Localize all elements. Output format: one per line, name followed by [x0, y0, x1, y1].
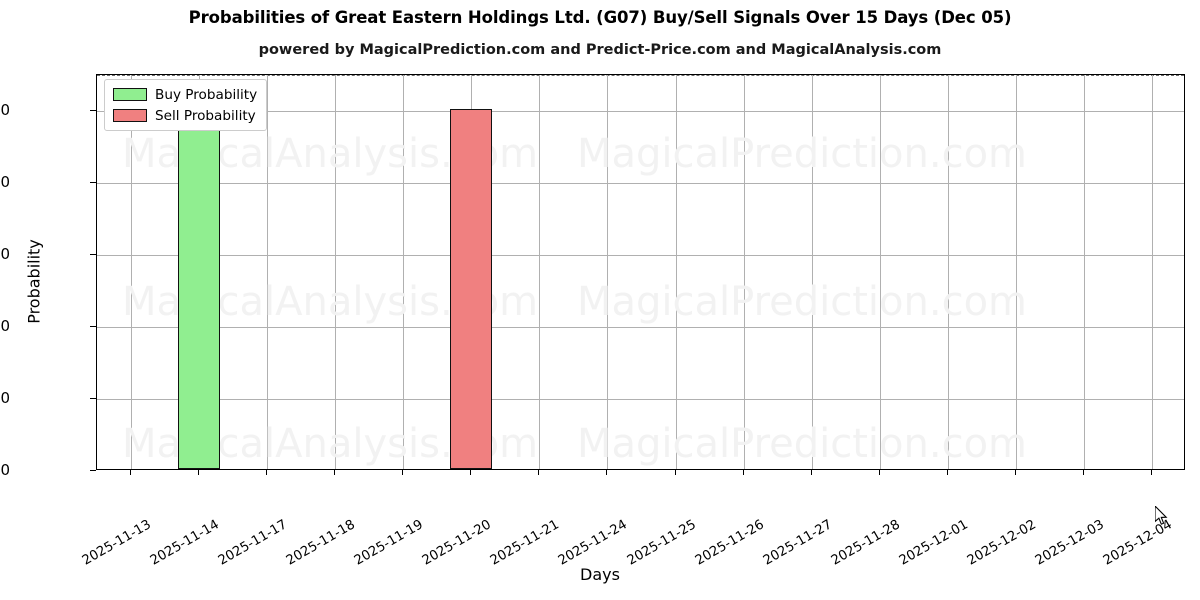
y-tick-mark [90, 398, 96, 399]
x-tick-label: 2025-12-01 [896, 517, 971, 569]
y-tick-label: 100 [0, 101, 10, 119]
x-tick-label: 2025-11-28 [828, 517, 903, 569]
x-tick-mark [743, 470, 744, 475]
chart-subtitle: powered by MagicalPrediction.com and Pre… [258, 42, 942, 58]
y-axis-label: Probability [24, 239, 44, 324]
x-tick-mark [470, 470, 471, 475]
x-tick-label: 2025-11-13 [79, 517, 154, 569]
gridline-vertical [1152, 75, 1153, 469]
y-tick-mark [90, 182, 96, 183]
y-tick-label: 60 [0, 245, 10, 263]
x-tick-mark [1151, 470, 1152, 475]
y-tick-label: 20 [0, 389, 10, 407]
gridline-vertical [539, 75, 540, 469]
y-tick-mark [90, 326, 96, 327]
gridline-vertical [403, 75, 404, 469]
x-axis-label: Days [580, 565, 620, 584]
y-tick-mark [90, 110, 96, 111]
y-tick-label: 40 [0, 317, 10, 335]
x-tick-mark [675, 470, 676, 475]
mouse-cursor-icon [1154, 504, 1169, 526]
plot-area: MagicalAnalysis.com MagicalPrediction.com… [96, 74, 1185, 470]
x-tick-label: 2025-11-25 [624, 517, 699, 569]
gridline-vertical [1016, 75, 1017, 469]
watermark-text: MagicalPrediction.com [577, 131, 1027, 177]
gridline-vertical [1084, 75, 1085, 469]
x-tick-mark [538, 470, 539, 475]
gridline-vertical [335, 75, 336, 469]
x-tick-label: 2025-11-21 [488, 517, 563, 569]
x-tick-label: 2025-11-19 [352, 517, 427, 569]
chart-title: Probabilities of Great Eastern Holdings … [188, 8, 1012, 27]
legend-swatch-icon [113, 109, 147, 122]
y-tick-label: 80 [0, 173, 10, 191]
x-tick-label: 2025-11-14 [147, 517, 222, 569]
gridline-vertical [812, 75, 813, 469]
x-tick-label: 2025-11-24 [556, 517, 631, 569]
legend-item-buy[interactable]: Buy Probability [113, 86, 257, 103]
x-tick-label: 2025-11-26 [692, 517, 767, 569]
legend-label: Buy Probability [155, 86, 258, 103]
legend-swatch-icon [113, 88, 147, 101]
legend-item-sell[interactable]: Sell Probability [113, 107, 257, 124]
x-tick-mark [402, 470, 403, 475]
gridline-horizontal [97, 399, 1184, 400]
gridline-vertical [744, 75, 745, 469]
x-tick-mark [130, 470, 131, 475]
gridline-horizontal [97, 111, 1184, 112]
x-tick-label: 2025-11-27 [760, 517, 835, 569]
gridline-vertical [880, 75, 881, 469]
x-tick-mark [1083, 470, 1084, 475]
y-tick-label: 0 [0, 461, 10, 479]
x-tick-mark [334, 470, 335, 475]
gridline-vertical [948, 75, 949, 469]
gridline-horizontal [97, 327, 1184, 328]
x-tick-mark [947, 470, 948, 475]
x-tick-label: 2025-11-17 [216, 517, 290, 569]
x-tick-label: 2025-12-02 [964, 517, 1039, 569]
x-tick-label: 2025-11-20 [420, 517, 495, 569]
x-tick-mark [606, 470, 607, 475]
bar-sell-2025-11-20 [450, 109, 493, 469]
x-tick-mark [266, 470, 267, 475]
chart-legend: Buy Probability Sell Probability [104, 79, 268, 131]
gridline-vertical [267, 75, 268, 469]
y-tick-mark [90, 254, 96, 255]
x-tick-mark [198, 470, 199, 475]
reference-line [97, 75, 1184, 76]
legend-label: Sell Probability [155, 107, 256, 124]
x-tick-label: 2025-12-03 [1032, 517, 1107, 569]
x-tick-mark [811, 470, 812, 475]
x-tick-label: 2025-11-18 [284, 517, 358, 569]
gridline-vertical [131, 75, 132, 469]
gridline-horizontal [97, 255, 1184, 256]
x-tick-mark [1015, 470, 1016, 475]
gridline-vertical [676, 75, 677, 469]
y-tick-mark [90, 470, 96, 471]
gridline-horizontal [97, 183, 1184, 184]
watermark-text: MagicalPrediction.com [577, 279, 1027, 325]
x-tick-mark [879, 470, 880, 475]
watermark-text: MagicalPrediction.com [577, 421, 1027, 467]
bar-buy-2025-11-14 [177, 109, 221, 469]
gridline-vertical [607, 75, 608, 469]
